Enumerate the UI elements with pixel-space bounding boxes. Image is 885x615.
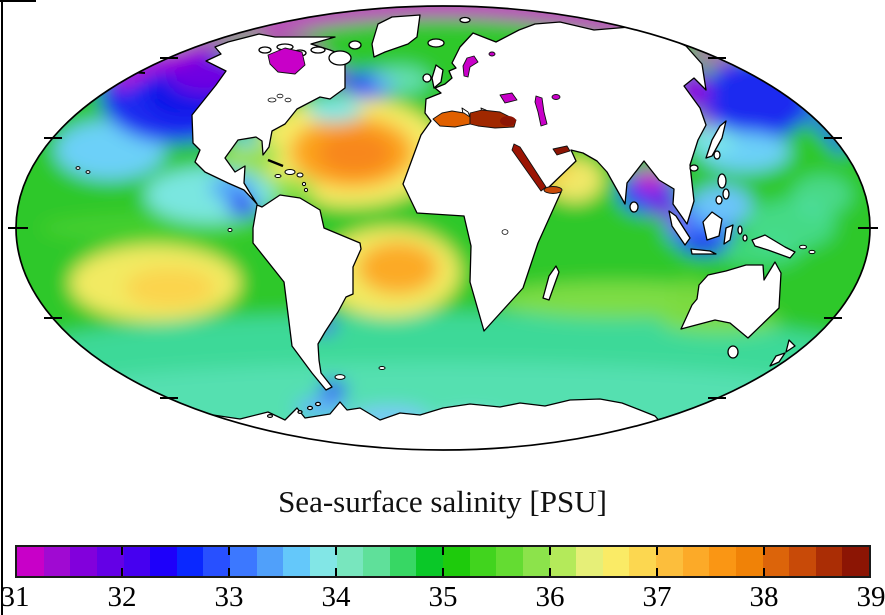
north-america: [191, 33, 346, 205]
south-america: [252, 194, 362, 391]
gulf-of-aden: [543, 186, 563, 194]
antarctic-islets: [266, 401, 322, 419]
great-lakes: [267, 93, 292, 103]
colorbar-segment: [230, 547, 257, 576]
colorbar-tick-label: 32: [107, 581, 137, 613]
lake-ladoga: [488, 51, 496, 57]
persian-gulf: [552, 145, 571, 156]
colorbar-tick: [763, 568, 765, 576]
colorbar-tick: [763, 547, 765, 555]
colorbar-segment: [256, 547, 284, 576]
colorbar-segment: [549, 547, 577, 576]
colorbar-segment: [309, 547, 337, 576]
asian-islands: [629, 150, 748, 242]
caspian-sea: [534, 95, 548, 127]
new-zealand: [769, 339, 796, 367]
colorbar-tick: [656, 568, 658, 576]
colorbar-tick: [549, 568, 551, 576]
colorbar-segment: [789, 547, 816, 576]
colorbar-segment: [522, 547, 550, 576]
colorbar-segment: [735, 547, 763, 576]
colorbar-tick-label: 35: [428, 581, 458, 613]
colorbar-segment: [416, 547, 443, 576]
colorbar-tick: [335, 547, 337, 555]
frame-left-edge: [1, 0, 3, 615]
greenland: [371, 14, 421, 58]
latitude-ticks: [8, 57, 878, 399]
colorbar-segment: [842, 547, 869, 576]
chart-title: Sea-surface salinity [PSU]: [278, 484, 607, 519]
colorbar-segment: [70, 547, 97, 576]
colorbar-segment: [762, 547, 790, 576]
colorbar-segment: [496, 547, 523, 576]
java: [690, 248, 717, 255]
colorbar-tick: [121, 568, 123, 576]
japan: [705, 120, 727, 159]
ireland: [422, 73, 432, 83]
united-kingdom: [431, 64, 444, 89]
colorbar-segment: [203, 547, 230, 576]
colorbar-segment: [815, 547, 843, 576]
caribbean-islands: [267, 158, 309, 193]
colorbar-segment: [150, 547, 177, 576]
globe-rim: [8, 5, 878, 451]
colorbar: [15, 545, 871, 578]
colorbar-segment: [682, 547, 710, 576]
colorbar-segment: [363, 547, 390, 576]
sumatra: [668, 210, 691, 246]
colorbar-segment: [443, 547, 470, 576]
colorbar-segment: [43, 547, 71, 576]
aral-sea: [551, 94, 561, 100]
colorbar-segment: [283, 547, 310, 576]
colorbar-tick: [656, 547, 658, 555]
colorbar-tick-label: 36: [535, 581, 565, 613]
colorbar-tick: [335, 568, 337, 576]
hudson-bay: [267, 47, 306, 75]
colorbar-tick-label: 38: [749, 581, 779, 613]
colorbar-segment: [629, 547, 656, 576]
colorbar-segment: [576, 547, 603, 576]
world-map: [8, 5, 878, 451]
levantine-sea: [500, 116, 516, 126]
lake-victoria: [501, 229, 509, 235]
colorbar-segment: [602, 547, 630, 576]
eurafrica: [402, 21, 707, 332]
colorbar-tick-label: 33: [214, 581, 244, 613]
colorbar-segment: [656, 547, 683, 576]
inland-seas: [267, 47, 571, 235]
colorbar-segment: [17, 547, 44, 576]
colorbar-segment: [709, 547, 736, 576]
colorbar-segment: [176, 547, 204, 576]
baltic-sea: [462, 55, 479, 78]
black-sea: [499, 92, 518, 104]
madagascar: [542, 265, 560, 301]
colorbar-segment: [123, 547, 151, 576]
colorbar-segment: [336, 547, 364, 576]
colorbar-segment: [469, 547, 497, 576]
colorbar-tick: [549, 547, 551, 555]
australia: [680, 261, 782, 339]
colorbar-tick: [442, 547, 444, 555]
colorbar-tick-label: 31: [0, 581, 30, 613]
colorbar-tick: [228, 568, 230, 576]
colorbar-tick-labels: 31 32 33 34 35 36 37 38 39: [0, 581, 885, 615]
colorbar-tick-label: 37: [642, 581, 672, 613]
borneo: [702, 211, 723, 241]
colorbar-segment: [389, 547, 417, 576]
colorbar-tick: [228, 547, 230, 555]
pacific-islands: [75, 166, 816, 380]
red-sea: [511, 143, 547, 192]
new-guinea: [751, 234, 796, 259]
colorbar-tick: [442, 568, 444, 576]
map-svg: [8, 5, 878, 451]
colorbar-segment: [96, 547, 124, 576]
colorbar-tick-label: 34: [321, 581, 351, 613]
colorbar-tick: [121, 547, 123, 555]
sulawesi: [723, 224, 734, 245]
tasmania: [727, 345, 739, 359]
frame-top-edge: [0, 0, 36, 2]
colorbar-tick-label: 39: [856, 581, 885, 613]
